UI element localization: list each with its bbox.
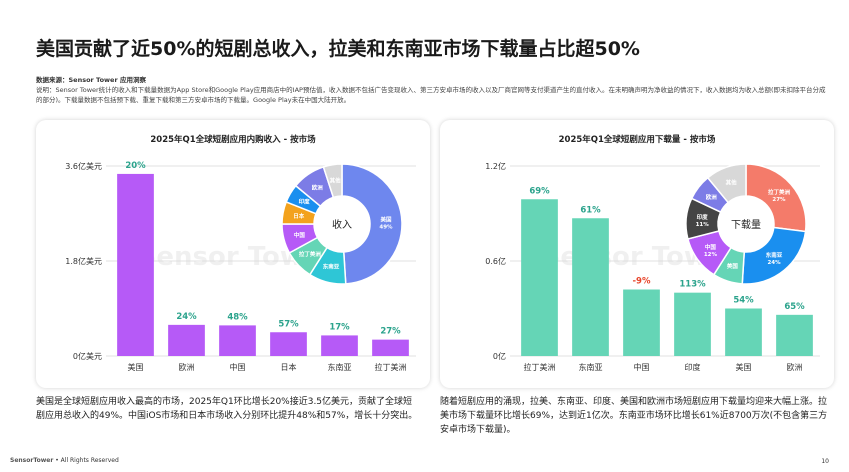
data-label: 27% [380,327,401,337]
y-tick-label: 0.6亿 [485,256,506,266]
page-title: 美国贡献了近50%的短剧总收入，拉美和东南亚市场下载量占比超50% [36,38,640,60]
x-tick-label: 欧洲 [179,362,195,372]
donut-slice-pct: 11% [696,222,710,228]
x-tick-label: 拉丁美洲 [524,362,556,372]
bar [168,324,205,356]
data-label: 57% [278,319,299,329]
x-tick-label: 东南亚 [579,362,603,372]
data-label: 113% [679,280,706,290]
x-tick-label: 中国 [634,362,650,372]
donut-slice-label: 中国 [705,243,717,251]
data-label: 54% [733,296,754,306]
methodology-note: 说明：Sensor Tower统计的收入和下载量数据为App Store和Goo… [36,86,826,104]
donut-slice-label: 美国 [380,216,392,224]
chart-title: 2025年Q1全球短剧应用下载量 - 按市场 [559,134,716,145]
donut-slice [741,226,807,285]
x-tick-label: 美国 [128,362,144,372]
y-tick-label: 0亿美元 [73,351,102,361]
data-label: 20% [125,161,146,171]
donut-slice-label: 东南亚 [323,263,340,271]
donut-slice-label: 其他 [726,179,738,187]
footer-copyright: • All Rights Reserved [53,457,119,464]
revenue-chart-panel: 2025年Q1全球短剧应用内购收入 - 按市场 Sensor Tower 0亿美元 1… [36,120,430,388]
donut-slice-label: 其他 [330,177,342,185]
footer: SensorTower • All Rights Reserved [10,457,119,464]
y-tick-label: 3.6亿美元 [65,161,102,171]
y-tick-label: 1.2亿 [485,161,506,171]
bar [219,325,256,356]
x-tick-label: 美国 [736,362,752,372]
donut-slice-label: 欧洲 [312,184,324,192]
x-tick-label: 东南亚 [328,362,352,372]
donut-slice-pct: 24% [767,260,781,266]
revenue-caption: 美国是全球短剧应用收入最高的市场，2025年Q1环比增长20%接近3.5亿美元，… [36,397,418,421]
x-tick-label: 中国 [230,362,246,372]
donut-slice-label: 美国 [727,262,739,270]
data-label: 24% [176,312,197,322]
donut-slice-pct: 12% [704,252,718,258]
donut-center-label: 下载量 [731,219,761,231]
bar [776,314,813,356]
data-label: 48% [227,312,248,322]
donut-slice-label: 拉丁美洲 [299,250,322,258]
donut-slice-label: 印度 [299,198,311,206]
data-label: 65% [784,302,805,312]
bar [521,199,558,356]
donut-slice-pct: 49% [379,225,393,231]
donut-slice-label: 中国 [294,231,306,239]
y-tick-label: 1.8亿美元 [65,256,102,266]
downloads-chart-panel: 2025年Q1全球短剧应用下载量 - 按市场 Sensor Tower 0亿 0.6亿… [440,120,834,388]
donut-slice-label: 日本 [293,212,305,220]
donut-slice [341,163,403,285]
x-tick-label: 拉丁美洲 [375,362,407,372]
bar [117,173,154,356]
donut-slice [706,163,747,204]
data-label: -9% [633,277,651,287]
bar [725,308,762,356]
x-tick-label: 印度 [685,362,701,372]
donut-slice-label: 东南亚 [766,251,783,259]
donut-slice [322,163,343,199]
data-source: 数据来源：Sensor Tower 应用洞察 [36,76,146,84]
downloads-caption: 随着短剧应用的涌现，拉美、东南亚、印度、美国和欧洲市场短剧应用下载量均迎来大幅上… [440,397,828,435]
bar [572,218,609,356]
donut-slice-label: 拉丁美洲 [768,188,791,196]
page-number: 10 [821,458,829,465]
donut-slice-pct: 27% [772,197,786,203]
bar [674,292,711,356]
footer-logo: SensorTower [10,457,54,464]
x-tick-label: 欧洲 [787,362,803,372]
bar [623,289,660,356]
data-label: 17% [329,322,350,332]
donut-slice [745,163,807,233]
data-label: 61% [580,205,601,215]
bar [270,332,307,356]
bar [372,339,409,356]
donut-slice-label: 印度 [697,213,709,221]
donut-center-label: 收入 [332,218,352,231]
x-tick-label: 日本 [281,362,297,372]
data-label: 69% [529,186,550,196]
donut-slice-label: 欧洲 [706,193,718,201]
bar [321,335,358,356]
y-tick-label: 0亿 [493,351,506,361]
chart-title: 2025年Q1全球短剧应用内购收入 - 按市场 [150,134,316,145]
